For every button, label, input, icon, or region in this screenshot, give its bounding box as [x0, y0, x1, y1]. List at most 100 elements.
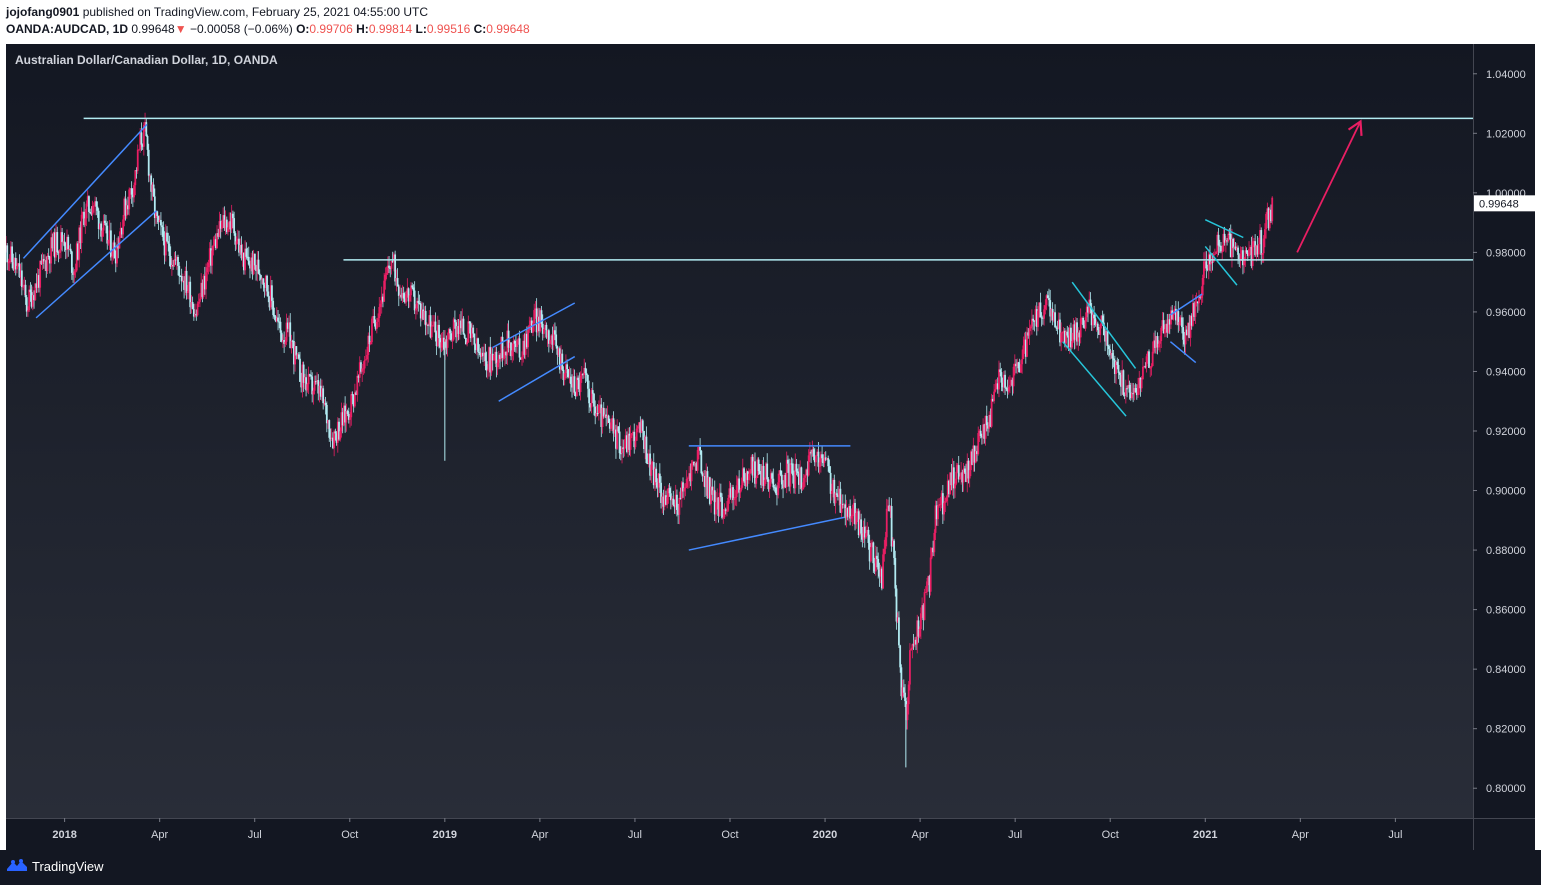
candle-body	[959, 476, 961, 480]
candle-body	[876, 555, 878, 559]
candle	[589, 403, 592, 412]
candle-body	[830, 490, 833, 494]
candle-body	[1146, 351, 1149, 357]
chart-title: Australian Dollar/Canadian Dollar, 1D, O…	[15, 53, 278, 67]
candle	[1117, 358, 1120, 380]
candle	[445, 335, 448, 355]
candle-body	[993, 391, 995, 402]
candle-body	[862, 526, 865, 540]
candle	[540, 305, 543, 328]
candle-body	[56, 232, 59, 253]
candle-body	[907, 684, 910, 705]
candle-body	[1256, 245, 1259, 255]
candle	[848, 503, 850, 522]
candle	[1137, 377, 1139, 398]
candle-body	[8, 260, 11, 263]
candle	[937, 498, 939, 527]
candle	[627, 427, 630, 458]
candle-body	[33, 295, 35, 301]
candle	[127, 196, 129, 215]
candle-body	[435, 332, 438, 347]
candle-body	[729, 488, 732, 498]
candle-body	[145, 122, 148, 136]
candle-body	[500, 336, 503, 359]
candle	[285, 313, 288, 346]
candle	[563, 372, 566, 386]
candle-body	[418, 302, 421, 304]
candle-body	[840, 503, 843, 513]
y-tick-label: 0.82000	[1486, 724, 1526, 736]
candle-body	[462, 318, 465, 335]
candle-body	[172, 265, 175, 267]
candle-body	[466, 342, 469, 345]
candle	[178, 262, 181, 285]
candle	[89, 208, 92, 214]
candle-body	[260, 275, 262, 280]
candle	[1040, 312, 1043, 327]
candle-body	[669, 493, 672, 501]
candle	[241, 243, 244, 267]
candle	[887, 499, 889, 512]
footer-brand[interactable]: TradingView	[32, 859, 104, 874]
candle	[898, 611, 900, 648]
chart-area[interactable]: 1.04000 1.02000 1.00000 0.98000 0.96000 0.940…	[6, 44, 1535, 850]
candle-body	[1034, 309, 1037, 322]
candle	[341, 407, 344, 434]
symbol-label[interactable]: OANDA:AUDCAD, 1D	[6, 22, 128, 36]
candle-body	[651, 462, 654, 465]
candle-body	[962, 468, 965, 483]
candle	[515, 334, 517, 353]
candle-body	[646, 463, 649, 465]
candle-body	[266, 275, 268, 292]
candle-body	[1206, 268, 1209, 270]
candle	[1118, 371, 1121, 385]
candle	[1057, 312, 1060, 330]
candle-body	[607, 415, 610, 423]
candle-body	[1099, 324, 1102, 335]
chart-canvas[interactable]: 1.040001.020001.000000.980000.960000.940…	[6, 44, 1535, 850]
candle-body	[277, 317, 279, 322]
candle-body	[508, 342, 511, 348]
y-tick-label: 0.84000	[1486, 664, 1526, 676]
candle-body	[70, 251, 73, 273]
candle-body	[1138, 377, 1141, 386]
candle-body	[776, 493, 778, 496]
candle-body	[690, 463, 693, 482]
candle	[239, 238, 242, 255]
candle	[761, 460, 764, 492]
candle	[489, 336, 492, 380]
candle	[92, 202, 95, 213]
tradingview-logo-icon[interactable]	[6, 858, 28, 877]
candle	[861, 526, 864, 548]
candle-body	[980, 436, 983, 438]
candle	[1055, 325, 1058, 331]
pattern-trend-line	[1169, 293, 1203, 316]
candle-body	[999, 369, 1002, 373]
candle	[1163, 324, 1166, 338]
candle	[613, 419, 616, 437]
candle	[205, 263, 207, 300]
candle-body	[468, 321, 471, 324]
candle-body	[843, 504, 845, 506]
candle-body	[569, 376, 572, 384]
candle	[1162, 312, 1165, 334]
candle	[282, 334, 284, 348]
candle-body	[53, 232, 56, 258]
candle	[217, 228, 220, 240]
candle-body	[151, 184, 154, 192]
candle	[202, 274, 205, 299]
candle	[146, 134, 149, 157]
candle	[1050, 308, 1053, 321]
candle	[1006, 379, 1009, 399]
candle	[906, 696, 909, 730]
candle	[751, 454, 754, 483]
candle	[827, 455, 830, 472]
candle-body	[286, 322, 289, 329]
candle-body	[483, 352, 486, 357]
candle-body	[740, 485, 743, 490]
candle	[1001, 377, 1004, 392]
author-name[interactable]: jojofang0901	[6, 5, 80, 19]
candle-body	[1065, 331, 1067, 344]
candle	[819, 451, 822, 473]
candle	[525, 326, 528, 349]
